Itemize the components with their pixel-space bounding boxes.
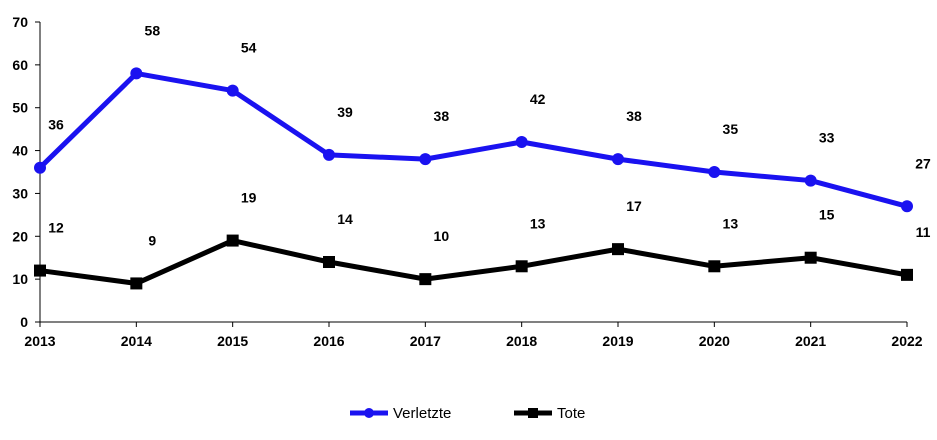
data-label-tote: 13 [530, 215, 546, 231]
x-tick-label: 2013 [24, 333, 55, 349]
data-point-verletzte [515, 136, 528, 148]
data-label-tote: 19 [241, 190, 257, 206]
data-point-verletzte [226, 84, 239, 97]
y-tick-label: 70 [12, 14, 28, 30]
data-point-verletzte [708, 166, 721, 178]
data-label-verletzte: 38 [434, 108, 450, 124]
data-label-tote: 13 [723, 215, 739, 231]
x-tick-label: 2016 [313, 333, 344, 349]
data-label-tote: 17 [626, 198, 642, 214]
y-tick-label: 0 [20, 314, 28, 330]
y-tick-label: 60 [12, 57, 28, 73]
y-tick-label: 20 [12, 228, 28, 244]
data-label-tote: 12 [48, 220, 64, 236]
data-label-verletzte: 58 [145, 22, 161, 38]
data-point-tote [515, 260, 528, 273]
data-point-tote [901, 268, 913, 281]
data-label-tote: 15 [819, 207, 835, 223]
y-tick-label: 10 [12, 271, 28, 287]
x-tick-label: 2021 [795, 333, 826, 349]
axes: 0 10 20 30 40 50 60 70 2013 2014 2015 2016 2017 2018 2… [12, 14, 922, 349]
data-label-verletzte: 54 [241, 40, 257, 56]
x-tick-label: 2015 [217, 333, 248, 349]
data-label-verletzte: 27 [915, 155, 931, 171]
y-tick-label: 50 [12, 100, 28, 116]
y-tick-label: 40 [12, 143, 28, 159]
data-point-tote [708, 260, 721, 273]
series-line-tote [39, 238, 908, 286]
data-point-verletzte [130, 67, 143, 80]
y-tick-label: 30 [12, 185, 28, 201]
legend-label-verletzte: Verletzte [393, 405, 451, 422]
data-label-tote: 14 [337, 211, 353, 227]
data-point-tote [323, 256, 335, 268]
legend: Verletzte Tote [350, 405, 585, 422]
data-label-verletzte: 38 [626, 108, 642, 124]
series-line-verletzte [38, 70, 908, 209]
data-label-verletzte: 35 [723, 121, 739, 137]
x-tick-label: 2014 [121, 333, 152, 349]
x-tick-label: 2022 [891, 333, 922, 349]
data-point-verletzte [804, 174, 817, 187]
data-point-tote [419, 273, 432, 286]
data-point-tote [804, 251, 817, 264]
data-point-verletzte [323, 148, 335, 161]
data-point-tote [612, 243, 624, 256]
data-label-verletzte: 36 [48, 117, 64, 133]
data-label-tote: 9 [148, 232, 156, 248]
data-point-verletzte [612, 153, 624, 166]
legend-marker-tote [528, 408, 538, 418]
data-labels: 36 58 54 39 38 42 38 35 33 27 12 9 19 14 10 13 17 13 15 11 [48, 22, 931, 248]
x-tick-label: 2018 [506, 333, 537, 349]
data-point-tote [226, 234, 239, 247]
data-point-verletzte [34, 161, 46, 174]
data-label-verletzte: 39 [337, 104, 353, 120]
data-point-verletzte [419, 153, 432, 166]
data-label-verletzte: 33 [819, 130, 835, 146]
data-point-tote [34, 264, 46, 277]
data-label-verletzte: 42 [530, 91, 546, 107]
x-tick-label: 2020 [699, 333, 730, 349]
data-label-tote: 10 [434, 228, 450, 244]
legend-marker-verletzte [364, 408, 374, 418]
data-point-tote [130, 277, 143, 290]
series-lines [34, 67, 913, 290]
x-tick-label: 2019 [602, 333, 633, 349]
x-tick-label: 2017 [410, 333, 441, 349]
data-point-verletzte [901, 200, 913, 213]
data-label-tote: 11 [916, 224, 931, 240]
legend-label-tote: Tote [557, 405, 585, 422]
